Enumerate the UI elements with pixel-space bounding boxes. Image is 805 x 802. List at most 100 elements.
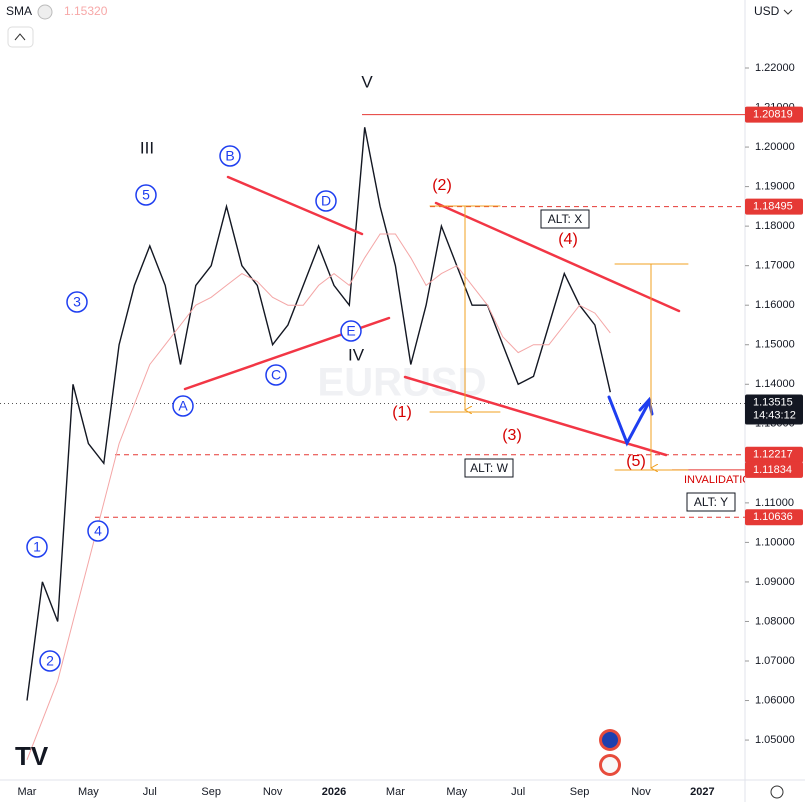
x-tick-label: May: [78, 786, 99, 798]
wave-circle: [265, 364, 287, 386]
price-level-label: 1.11834: [753, 464, 792, 476]
alt-label: ALT: Y: [694, 495, 728, 509]
alt-box: [540, 209, 590, 229]
projection-arrow: [607, 395, 650, 447]
countdown: 14:43:12: [753, 409, 796, 421]
logo: TV: [15, 741, 49, 771]
wave-label: 5: [142, 187, 150, 203]
wave-label: 4: [94, 523, 102, 539]
y-tick-label: 1.20000: [755, 141, 795, 153]
wave-label: V: [361, 72, 373, 91]
collapse-button[interactable]: [7, 26, 34, 48]
header: SMA 1.15320 USD TV: [6, 4, 793, 799]
y-tick-label: 1.11000: [755, 497, 794, 509]
x-tick-label: Sep: [570, 786, 590, 798]
wave-label: 3: [73, 294, 81, 310]
wave-label: IV: [348, 345, 365, 364]
wave-label: 2: [46, 653, 54, 669]
y-tick-label: 1.14000: [755, 378, 795, 390]
y-tick-label: 1.19000: [755, 181, 795, 193]
x-tick-label: Sep: [201, 786, 221, 798]
annotations: 1 2 3 4 5 A B C D E V III IV (1) (2) (3) (4) (5) ALT: X ALT…: [26, 72, 759, 672]
alt-box: [686, 492, 736, 512]
y-tick-label: 1.05000: [755, 734, 795, 746]
wave-label: (4): [558, 231, 578, 248]
wave-circle: [172, 395, 194, 417]
dropdown-icon[interactable]: [783, 9, 793, 15]
y-tick-label: 1.10000: [755, 536, 795, 548]
last-price-tag: [745, 394, 803, 425]
y-tick-label: 1.09000: [755, 576, 795, 588]
wave-circle: [87, 520, 109, 542]
price-level-label: 1.10636: [753, 511, 793, 523]
last-price-label: 1.13515: [753, 396, 793, 408]
y-tick-label: 1.16000: [755, 299, 795, 311]
price-level-tag: [745, 461, 803, 478]
trendline: [434, 201, 681, 313]
eye-icon[interactable]: [37, 4, 53, 20]
price-level-tag: [745, 106, 803, 123]
wave-label: (5): [626, 453, 646, 470]
wave-label: A: [178, 398, 188, 414]
x-tick-label: Mar: [386, 786, 405, 798]
price-level-label: 1.20819: [753, 109, 793, 121]
y-tick-label: 1.15000: [755, 339, 795, 351]
indicator-name: SMA: [6, 4, 32, 18]
wave-label: B: [225, 148, 234, 164]
watermark: EURUSD: [318, 361, 487, 405]
series-line: [26, 233, 611, 760]
x-tick-label: 2027: [690, 786, 714, 798]
wave-circle: [66, 291, 88, 313]
x-tick-label: Nov: [263, 786, 283, 798]
wave-circle: [135, 184, 157, 206]
currency: USD: [754, 4, 780, 18]
wave-label: E: [346, 323, 355, 339]
wave-circle: [340, 320, 362, 342]
wave-label: D: [321, 193, 331, 209]
x-tick-label: Nov: [631, 786, 651, 798]
wave-circle: [39, 650, 61, 672]
wave-circle: [315, 190, 337, 212]
alt-label: ALT: W: [470, 461, 508, 475]
plot: 1 2 3 4 5 A B C D E V III IV (1) (2) (3) (4) (5) ALT: X ALT…: [0, 72, 759, 760]
x-tick-label: Mar: [18, 786, 37, 798]
x-tick-label: Jul: [143, 786, 157, 798]
wave-circle: [26, 536, 48, 558]
y-tick-label: 1.08000: [755, 615, 795, 627]
y-tick-label: 1.22000: [755, 62, 795, 74]
y-tick-label: 1.06000: [755, 694, 795, 706]
collapse-icon: [14, 33, 26, 41]
price-level-label: 1.12217: [753, 449, 793, 461]
drawings: [183, 175, 689, 470]
price-level-tag: [745, 509, 803, 526]
lines: [26, 127, 611, 760]
y-tick-label: 1.17000: [755, 260, 795, 272]
wave-label: (1): [392, 404, 412, 421]
flag-icon: [602, 757, 618, 773]
x-tick-label: 2026: [322, 786, 346, 798]
wave-label: III: [140, 138, 154, 157]
flag-icon: [602, 732, 618, 748]
levels: [0, 114, 745, 518]
y-tick-label: 1.18000: [755, 220, 795, 232]
trendline: [403, 375, 668, 457]
wave-label: 1: [33, 539, 41, 555]
alt-label: ALT: X: [548, 212, 582, 226]
indicator-value: 1.15320: [64, 4, 108, 18]
wave-circle: [219, 145, 241, 167]
price-level-tag: [745, 446, 803, 463]
trendline: [226, 175, 364, 236]
x-tick-label: Jul: [511, 786, 525, 798]
wave-label: (3): [502, 427, 522, 444]
settings-icon[interactable]: [770, 785, 784, 799]
invalidation-label: INVALIDATION: [684, 474, 759, 486]
series-line: [26, 127, 611, 701]
alt-box: [464, 458, 514, 478]
price-level-tag: [745, 198, 803, 215]
y-tick-label: 1.07000: [755, 655, 795, 667]
axes: 1.05000 1.06000 1.07000 1.08000 1.09000 1.100…: [18, 62, 803, 798]
wave-label: C: [271, 367, 281, 383]
